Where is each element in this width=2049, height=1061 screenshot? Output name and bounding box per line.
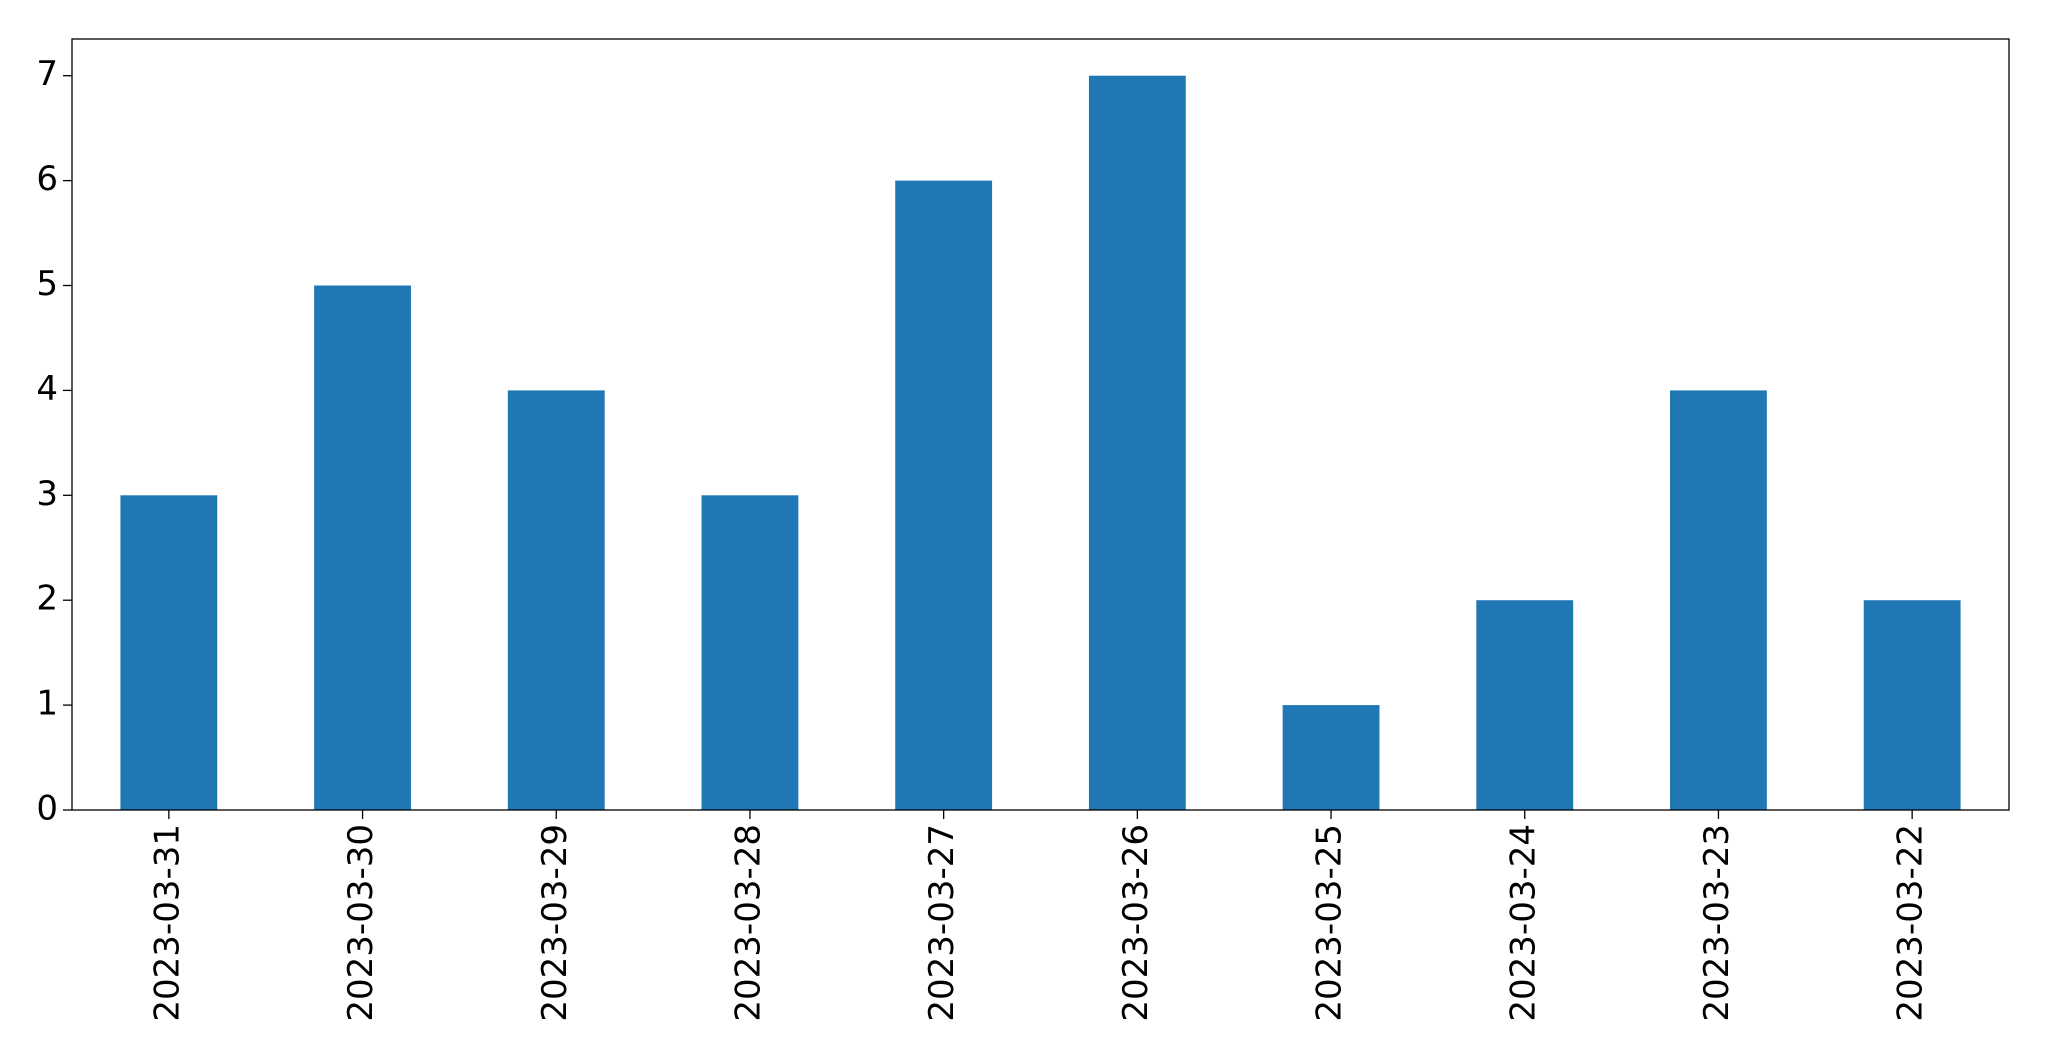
bar [1863,600,1961,810]
y-tick-label: 2 [36,579,58,619]
x-tick-label: 2023-03-25 [1310,824,1350,1022]
bar [1282,705,1380,810]
x-tick-label: 2023-03-22 [1891,824,1931,1022]
y-tick-label: 0 [36,789,58,829]
bar [1476,600,1574,810]
x-tick-label: 2023-03-28 [728,824,768,1022]
y-tick-label: 7 [36,54,58,94]
x-tick-label: 2023-03-30 [341,824,381,1022]
x-tick-label: 2023-03-31 [147,824,187,1022]
y-tick-label: 5 [36,264,58,304]
x-tick-label: 2023-03-23 [1697,824,1737,1022]
y-tick-label: 4 [36,369,58,409]
bar [701,495,799,810]
y-tick-label: 3 [36,474,58,514]
y-tick-label: 6 [36,159,58,199]
y-tick-label: 1 [36,684,58,724]
plot-frame [71,38,2010,811]
x-tick-label: 2023-03-27 [922,824,962,1022]
x-tick-label: 2023-03-29 [535,824,575,1022]
bar [1670,390,1767,810]
bar [120,495,218,810]
bar [507,390,605,810]
x-tick-label: 2023-03-24 [1503,824,1543,1022]
bar [895,180,993,810]
bar [1088,75,1186,810]
bar [314,285,411,810]
x-tick-label: 2023-03-26 [1116,824,1156,1022]
